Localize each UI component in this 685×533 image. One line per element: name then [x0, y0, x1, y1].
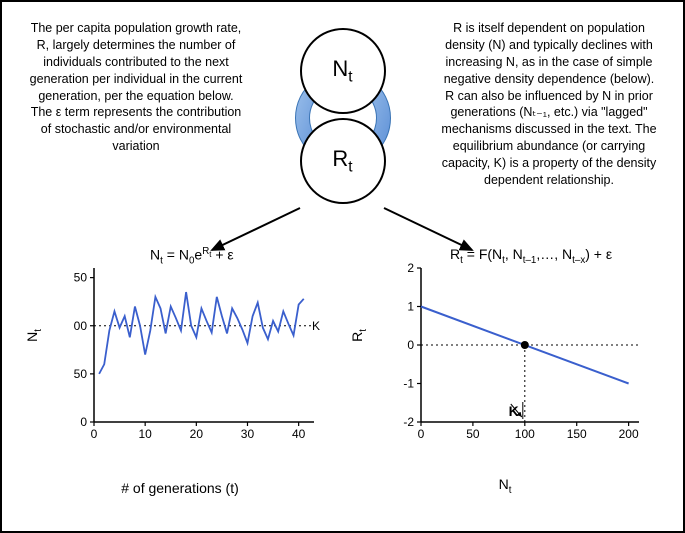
svg-text:0: 0: [407, 338, 414, 352]
svg-text:50: 50: [466, 427, 480, 441]
node-R-label: Rt: [332, 146, 352, 176]
svg-text:150: 150: [74, 271, 87, 285]
svg-text:50: 50: [74, 367, 87, 381]
cycle-diagram: Nt Rt: [263, 28, 423, 218]
left-plot-svg: 0 50 100 150 0 10 20 30 40 K: [74, 250, 324, 450]
charts-row: Nt = N0eRt + ε Nt 050100150010203040K # …: [2, 242, 683, 531]
svg-text:2: 2: [407, 261, 414, 275]
figure-frame: The per capita population growth rate, R…: [0, 0, 685, 533]
svg-text:100: 100: [515, 427, 535, 441]
right-chart: Rt = F(Nt, Nt–1,…, Nt–x) + ε Rt -2-10120…: [355, 242, 655, 502]
equation-left: Nt = N0eRt + ε: [150, 246, 234, 266]
svg-text:200: 200: [619, 427, 639, 441]
svg-text:100: 100: [74, 319, 87, 333]
node-N-label: Nt: [332, 56, 352, 86]
right-plot-svg: -2-1012050100150200K: [399, 250, 649, 450]
right-xlabel: Nt: [355, 476, 655, 496]
svg-text:30: 30: [241, 427, 255, 441]
svg-text:0: 0: [418, 427, 425, 441]
node-N: Nt: [300, 28, 386, 114]
svg-text:-1: -1: [403, 377, 414, 391]
svg-text:20: 20: [190, 427, 204, 441]
node-R: Rt: [300, 118, 386, 204]
left-ylabel: Nt: [24, 329, 44, 342]
svg-text:0: 0: [80, 415, 87, 429]
svg-text:150: 150: [567, 427, 587, 441]
svg-text:1: 1: [407, 300, 414, 314]
svg-text:-2: -2: [403, 415, 414, 429]
equation-right: Rt = F(Nt, Nt–1,…, Nt–x) + ε: [450, 246, 612, 266]
left-xlabel: # of generations (t): [30, 480, 330, 496]
left-chart: Nt = N0eRt + ε Nt 050100150010203040K # …: [30, 242, 330, 502]
left-blurb: The per capita population growth rate, R…: [26, 20, 246, 189]
right-blurb: R is itself dependent on population dens…: [439, 20, 659, 189]
svg-text:K: K: [312, 319, 320, 333]
svg-text:0: 0: [91, 427, 98, 441]
svg-text:10: 10: [138, 427, 152, 441]
right-ylabel: Rt: [349, 329, 369, 342]
svg-text:40: 40: [292, 427, 306, 441]
